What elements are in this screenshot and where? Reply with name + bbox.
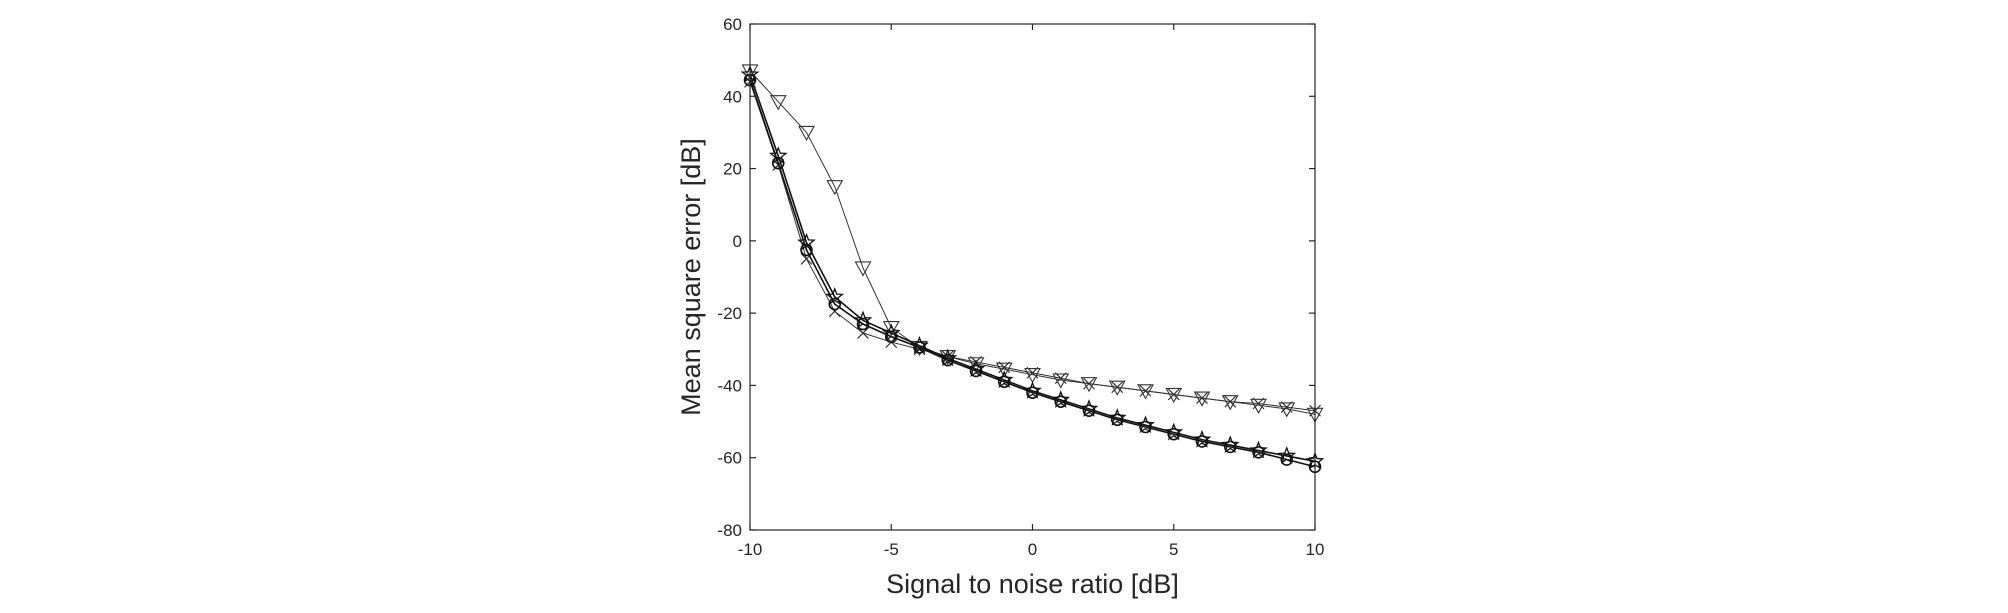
data-point-star <box>1249 440 1268 459</box>
data-point-star <box>1023 381 1042 399</box>
axis-ticks: -10 -5 0 5 10 -80 -60 -40 -20 0 20 40 60 <box>717 15 1324 559</box>
data-point-circle <box>1280 453 1294 466</box>
data-point-triangle-down <box>1221 395 1239 411</box>
y-axis-label: Mean square error [dB] <box>676 138 706 416</box>
data-point-star <box>1136 415 1155 434</box>
data-point-x <box>1026 366 1039 379</box>
x-tick-label: 10 <box>1306 540 1325 559</box>
data-point-x <box>1252 397 1265 410</box>
data-point-x <box>857 327 869 339</box>
data-point-star <box>825 287 845 305</box>
data-point-triangle-down <box>854 261 872 277</box>
series-line-triangle-down <box>749 70 1316 415</box>
series-line-x <box>749 81 1316 412</box>
data-point-x <box>1167 388 1180 401</box>
x-tick-label: -5 <box>884 540 899 559</box>
data-point-x <box>1224 395 1237 408</box>
data-point-triangle-down <box>1278 402 1296 418</box>
data-point-circle <box>856 317 870 331</box>
data-point-triangle-down <box>1052 373 1070 389</box>
y-tick-label: -20 <box>717 304 742 323</box>
data-point-triangle-down <box>882 321 900 337</box>
data-point-x <box>1139 384 1152 397</box>
data-point-triangle-down <box>798 125 815 142</box>
x-tick-label: 0 <box>1028 540 1037 559</box>
series-circle <box>743 73 1322 474</box>
series-star <box>740 64 1325 470</box>
series-triangle-down <box>741 64 1324 423</box>
y-tick-label: 60 <box>723 15 742 34</box>
data-point-star <box>881 323 901 341</box>
data-point-x <box>1111 381 1124 394</box>
data-point-star <box>938 348 958 367</box>
data-point-star <box>768 146 788 164</box>
data-point-triangle-down <box>967 357 985 373</box>
data-point-triangle-down <box>1250 398 1267 414</box>
x-tick-label: 5 <box>1169 540 1178 559</box>
data-point-triangle-down <box>826 180 844 196</box>
y-tick-label: -40 <box>717 376 742 395</box>
data-point-star <box>1220 435 1240 454</box>
data-point-star <box>1164 422 1184 441</box>
series-line-circle <box>749 79 1316 468</box>
series-line-star <box>749 74 1316 463</box>
data-point-star <box>853 310 873 329</box>
data-point-star <box>910 335 929 354</box>
x-tick-label: -10 <box>738 540 763 559</box>
y-tick-label: 0 <box>733 232 742 251</box>
data-point-triangle-down <box>995 362 1013 378</box>
data-point-x <box>1054 372 1067 385</box>
data-point-star <box>994 370 1014 388</box>
data-point-x <box>1280 401 1293 414</box>
data-point-triangle-down <box>1024 368 1041 384</box>
data-point-star <box>966 359 986 378</box>
data-point-star <box>797 232 816 251</box>
series-layer <box>740 64 1325 474</box>
data-point-x <box>1083 377 1095 390</box>
data-point-triangle-down <box>769 95 787 111</box>
y-tick-label: 20 <box>723 160 742 179</box>
data-point-star <box>1079 399 1099 417</box>
data-point-circle <box>884 330 898 343</box>
data-point-star <box>1192 429 1212 448</box>
data-point-x <box>998 361 1011 374</box>
data-point-x <box>1196 392 1208 405</box>
series-x <box>744 75 1321 417</box>
data-point-star <box>1277 446 1297 464</box>
y-tick-label: -60 <box>717 449 742 468</box>
x-axis-label: Signal to noise ratio [dB] <box>886 569 1179 599</box>
y-tick-label: 40 <box>723 87 742 106</box>
data-point-star <box>1051 390 1071 408</box>
axes-box <box>749 23 1316 531</box>
data-point-star <box>1107 408 1127 426</box>
y-tick-label: -80 <box>717 521 742 540</box>
